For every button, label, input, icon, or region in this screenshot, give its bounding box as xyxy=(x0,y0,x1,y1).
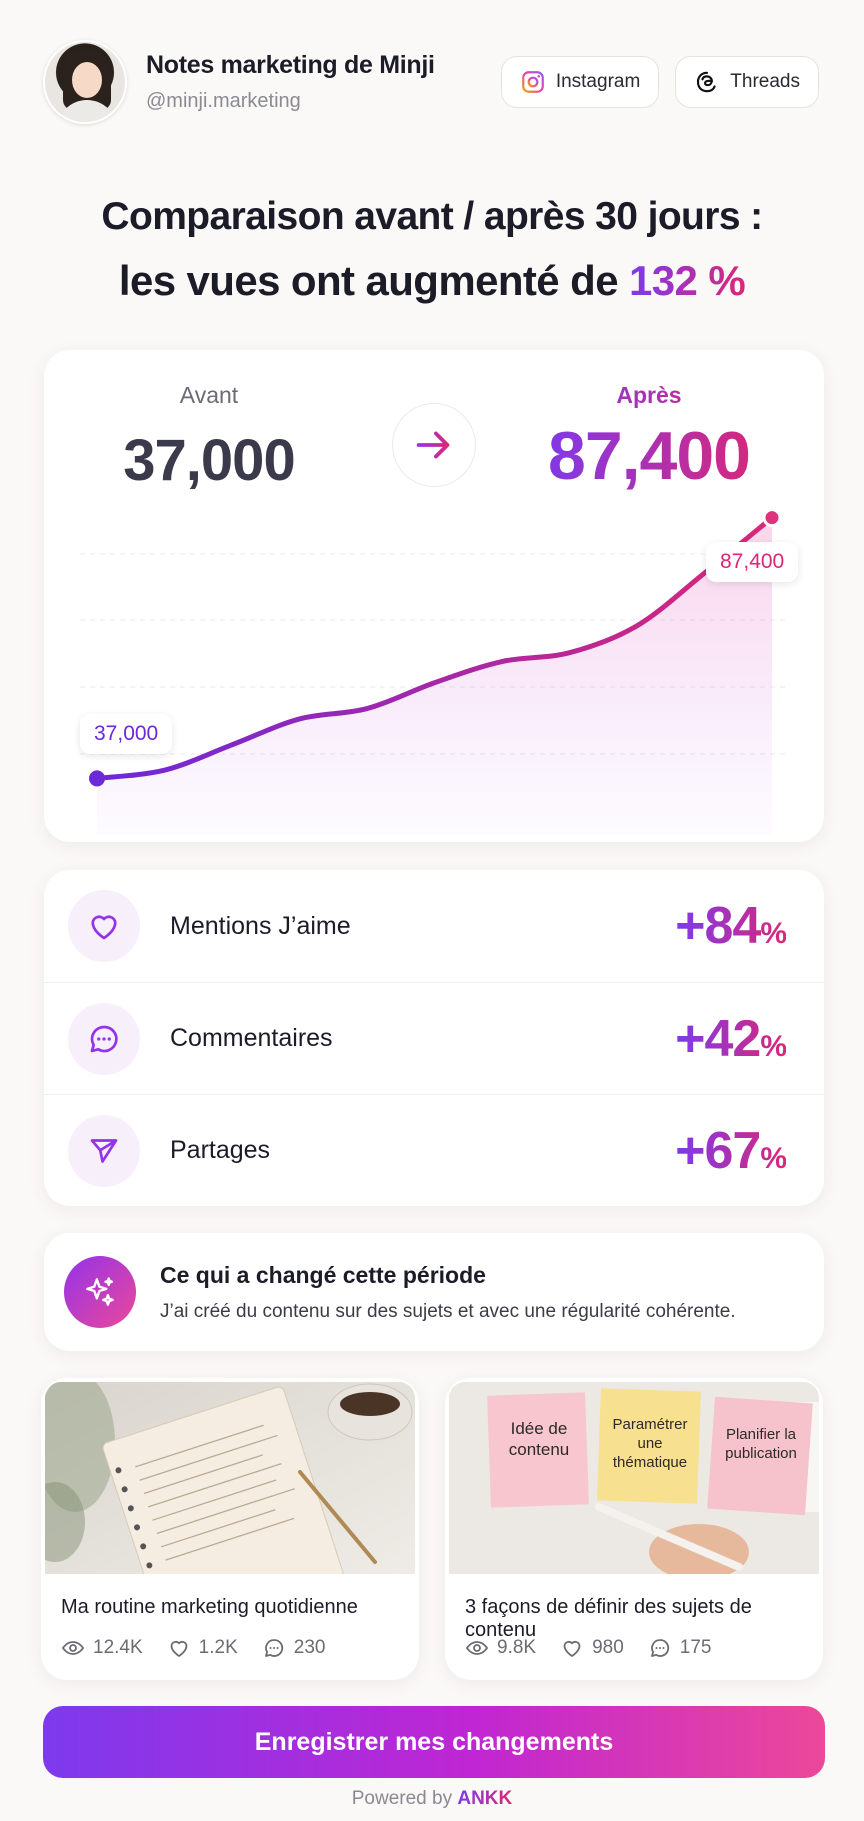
metric-label: Mentions J’aime xyxy=(170,911,351,940)
comparison-card: Avant 37,000 Après 87,400 37,000 87,400 xyxy=(44,350,824,842)
comment-icon xyxy=(68,1002,140,1075)
metric-comments: Commentaires +42% xyxy=(44,982,824,1094)
post-stats: 9.8K 980 175 xyxy=(465,1636,712,1660)
profile-info: Notes marketing de Minji @minji.marketin… xyxy=(146,51,501,113)
save-changes-button[interactable]: Enregistrer mes changements xyxy=(43,1706,825,1778)
comment-icon xyxy=(650,1639,669,1657)
sticky-note-2: Paramétrer une thématique xyxy=(612,1416,688,1471)
avatar[interactable] xyxy=(43,40,127,124)
chart-end-point xyxy=(762,508,782,528)
sticky-note-1: Idée de contenu xyxy=(508,1419,570,1460)
comment-icon xyxy=(264,1639,283,1657)
sticky-note-3: Planifier la publication xyxy=(725,1426,797,1462)
views-chart xyxy=(80,508,788,835)
before-label: Avant xyxy=(179,382,239,408)
metric-value: +42% xyxy=(675,1009,786,1068)
views-stat: 9.8K xyxy=(465,1636,536,1660)
footer: Powered by ANKK xyxy=(0,1788,864,1810)
before-block: Avant 37,000 xyxy=(114,382,304,494)
post-image-notebook xyxy=(45,1382,415,1574)
chart-line xyxy=(94,515,775,781)
after-block: Après 87,400 xyxy=(534,382,764,494)
post-title: 3 façons de définir des sujets de conten… xyxy=(465,1596,752,1641)
threads-icon xyxy=(697,71,716,93)
metric-label: Commentaires xyxy=(170,1024,333,1052)
instagram-button[interactable]: Instagram xyxy=(500,56,660,108)
likes-stat: 980 xyxy=(560,1636,624,1660)
headline-prefix: les vues ont augmenté de xyxy=(118,257,630,304)
headline-line-1: Comparaison avant / après 30 jours : xyxy=(101,195,763,238)
headline: Comparaison avant / après 30 jours : les… xyxy=(0,195,864,305)
eye-icon xyxy=(61,1641,85,1655)
instagram-icon xyxy=(521,71,544,93)
engagement-metrics: Mentions J’aime +84% Commentaires +42% P… xyxy=(44,870,824,1206)
before-value: 37,000 xyxy=(123,428,295,493)
footer-prefix: Powered by xyxy=(351,1788,458,1809)
profile-handle: @minji.marketing xyxy=(146,90,301,112)
profile-header: Notes marketing de Minji @minji.marketin… xyxy=(43,38,819,126)
post-card-routine[interactable]: Ma routine marketing quotidienne 12.4K 1… xyxy=(41,1378,419,1680)
comments-stat: 230 xyxy=(262,1636,325,1660)
arrow-circle xyxy=(392,403,476,487)
after-value: 87,400 xyxy=(534,419,764,494)
metric-shares: Partages +67% xyxy=(44,1094,824,1206)
post-card-topics[interactable]: Idée de contenu Paramétrer une thématiqu… xyxy=(445,1378,823,1680)
insight-body: J’ai créé du contenu sur des sujets et a… xyxy=(160,1300,736,1322)
after-label: Après xyxy=(534,382,764,409)
insight-title: Ce qui a changé cette période xyxy=(160,1261,486,1288)
footer-brand[interactable]: ANKK xyxy=(457,1788,513,1809)
headline-highlight: 132 % xyxy=(629,257,746,304)
post-title: Ma routine marketing quotidienne xyxy=(61,1596,358,1618)
chart-start-label: 37,000 xyxy=(80,714,173,754)
threads-label: Threads xyxy=(730,71,800,92)
instagram-label: Instagram xyxy=(555,71,641,92)
post-image-sticky-notes: Idée de contenu Paramétrer une thématiqu… xyxy=(449,1382,819,1574)
heart-icon xyxy=(170,1640,188,1657)
eye-icon xyxy=(465,1641,489,1655)
headline-line-2: les vues ont augmenté de 132 % xyxy=(0,257,864,305)
post-stats: 12.4K 1.2K 230 xyxy=(61,1636,325,1660)
profile-name: Notes marketing de Minji xyxy=(146,51,435,79)
chart-start-point xyxy=(89,770,105,787)
heart-icon xyxy=(68,890,140,962)
chart-area xyxy=(97,517,772,835)
insight-card: Ce qui a changé cette période J’ai créé … xyxy=(44,1233,824,1351)
comments-stat: 175 xyxy=(648,1636,712,1660)
insight-text: Ce qui a changé cette période J’ai créé … xyxy=(160,1262,736,1323)
views-stat: 12.4K xyxy=(61,1636,143,1660)
threads-button[interactable]: Threads xyxy=(675,56,819,108)
metric-label: Partages xyxy=(170,1136,271,1164)
metric-likes: Mentions J’aime +84% xyxy=(44,870,824,982)
send-icon xyxy=(68,1114,140,1187)
arrow-right-icon xyxy=(416,431,450,459)
sparkle-icon xyxy=(64,1256,136,1328)
chart-end-label: 87,400 xyxy=(706,542,799,582)
likes-stat: 1.2K xyxy=(167,1636,238,1660)
social-links: Instagram Threads xyxy=(500,56,819,108)
heart-icon xyxy=(563,1640,581,1657)
metric-value: +84% xyxy=(675,897,786,955)
metric-value: +67% xyxy=(675,1121,786,1180)
